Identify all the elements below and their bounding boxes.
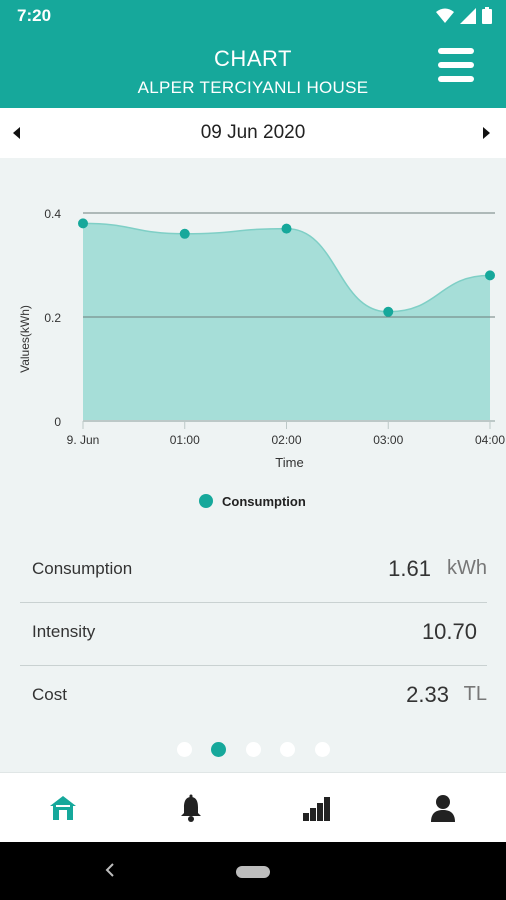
bar-chart-icon[interactable] (302, 793, 332, 823)
metric-value: 1.61 (388, 556, 431, 581)
metric-row-intensity: Intensity 10.70 (20, 603, 487, 666)
selected-date: 09 Jun 2020 (200, 122, 306, 143)
back-icon[interactable] (104, 862, 116, 878)
user-icon[interactable] (428, 793, 458, 823)
data-point (485, 270, 495, 281)
page-dot[interactable] (315, 742, 330, 757)
metric-row-cost: Cost 2.33 TL (20, 666, 487, 729)
menu-icon (438, 48, 474, 54)
legend-label-consumption: Consumption (222, 494, 306, 509)
y-tick-label: 0.4 (44, 207, 61, 221)
status-icons (436, 7, 492, 24)
metric-label: Consumption (32, 559, 133, 578)
x-axis-label: Time (275, 455, 303, 470)
series-line-consumption (82, 222, 491, 313)
series-area-consumption (83, 223, 490, 421)
x-tick-label: 01:00 (170, 433, 200, 447)
x-tick-label: 03:00 (373, 433, 403, 447)
y-axis-label: Values(kWh) (18, 305, 32, 373)
status-time: 7:20 (17, 6, 52, 25)
y-tick-label: 0.2 (44, 311, 61, 325)
page-indicator (0, 742, 506, 762)
x-tick-label: 9. Jun (67, 433, 100, 447)
data-point (78, 218, 88, 229)
app-bar: CHART ALPER TERCIYANLI HOUSE (0, 30, 506, 108)
metrics-list: Consumption 1.61 kWh Intensity 10.70 Cos… (20, 540, 487, 729)
x-tick-label: 04:00 (475, 433, 505, 447)
metric-row-consumption: Consumption 1.61 kWh (20, 540, 487, 603)
x-tick-label: 02:00 (271, 433, 301, 447)
data-point (383, 306, 394, 317)
bottom-navigation (0, 772, 506, 842)
metric-label: Intensity (32, 622, 96, 641)
metric-unit: TL (463, 683, 487, 705)
next-day-button[interactable] (480, 125, 494, 141)
battery-icon (482, 7, 492, 24)
metric-value: 2.33 (406, 682, 449, 707)
bell-icon[interactable] (176, 793, 206, 823)
wifi-icon (436, 8, 454, 23)
page-title: CHART (214, 46, 292, 71)
data-point (281, 223, 292, 234)
system-navigation-bar (0, 842, 506, 900)
metric-unit: kWh (447, 557, 487, 579)
page-dot-active[interactable] (211, 742, 226, 757)
metric-value: 10.70 (421, 619, 477, 644)
data-point (179, 228, 190, 239)
legend-marker-consumption (199, 494, 213, 508)
menu-button[interactable] (438, 48, 474, 82)
consumption-chart: 0 0.2 0.4 9. Jun 01:00 02:00 03:00 04:00 Time Val… (18, 207, 505, 509)
metric-label: Cost (32, 685, 67, 704)
page-dot[interactable] (280, 742, 295, 757)
signal-icon (460, 7, 476, 24)
previous-day-button[interactable] (10, 125, 24, 141)
house-name: ALPER TERCIYANLI HOUSE (137, 78, 369, 97)
page-dot[interactable] (246, 742, 261, 757)
y-tick-label: 0 (54, 415, 61, 429)
date-navigator: 09 Jun 2020 (0, 108, 506, 158)
home-icon[interactable] (48, 793, 78, 823)
status-bar: 7:20 (0, 0, 506, 30)
home-pill[interactable] (236, 866, 270, 878)
page-dot[interactable] (177, 742, 192, 757)
